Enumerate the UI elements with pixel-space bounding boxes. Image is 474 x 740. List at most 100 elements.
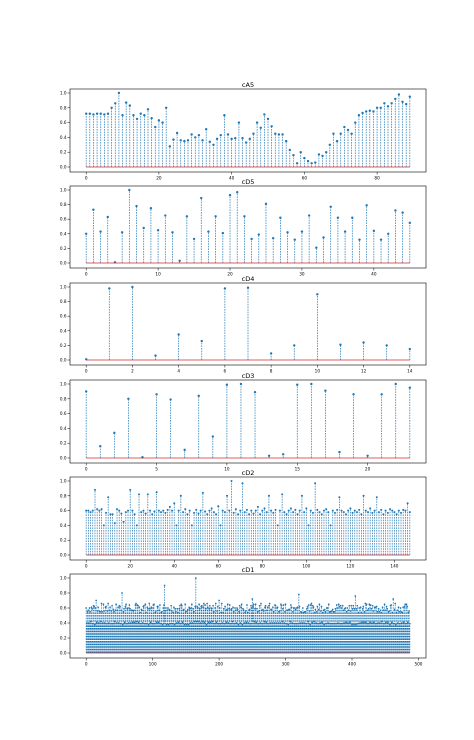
stem-marker xyxy=(128,604,131,606)
x-tick-label: 100 xyxy=(149,662,157,667)
stem-marker xyxy=(179,604,181,607)
stem-marker xyxy=(353,509,356,512)
stem-marker xyxy=(149,207,153,210)
stem-marker xyxy=(266,117,270,121)
stem-marker xyxy=(143,604,145,607)
stem-marker xyxy=(392,598,395,600)
subplot-cd5: cD5 0.0 0.2 0.4 0.6 0.8 1.0 0 10 20 30 40 xyxy=(60,178,427,277)
stem-marker xyxy=(192,610,195,613)
stem-marker xyxy=(127,397,130,400)
y-tick-label: 0.8 xyxy=(60,493,67,498)
stem-marker xyxy=(288,608,291,611)
stem-marker xyxy=(198,603,201,606)
stem-marker xyxy=(302,611,305,614)
stem-marker xyxy=(111,513,114,516)
stem-marker xyxy=(408,610,411,612)
stem-marker xyxy=(257,233,260,236)
stem-marker xyxy=(357,114,361,117)
stem-marker xyxy=(137,604,139,607)
stem-marker xyxy=(331,509,334,512)
stem-marker xyxy=(105,605,107,608)
stem-marker xyxy=(88,607,91,609)
stem-marker xyxy=(208,509,211,512)
stem-marker xyxy=(390,102,393,105)
axes-frame xyxy=(69,185,427,269)
stem-marker xyxy=(252,603,255,606)
stem-marker xyxy=(214,215,217,218)
stem-marker xyxy=(107,602,109,605)
stem-marker xyxy=(208,140,212,144)
stem-marker xyxy=(375,605,378,608)
stem-marker xyxy=(142,226,145,230)
x-tick-label: 10 xyxy=(315,369,321,374)
stem-marker xyxy=(228,509,231,512)
stem-marker xyxy=(342,609,345,612)
stem-marker xyxy=(336,607,339,609)
stem-marker xyxy=(120,512,123,515)
stem-marker xyxy=(299,151,302,154)
stem-marker xyxy=(128,188,131,192)
stem-marker xyxy=(84,232,88,235)
stem-marker xyxy=(188,509,191,512)
stem-marker xyxy=(113,522,116,525)
stem-marker xyxy=(336,508,339,511)
y-tick-label: 0.6 xyxy=(60,508,67,513)
stem-marker xyxy=(115,603,117,606)
y-tick-label: 0.6 xyxy=(60,606,67,611)
x-tick-label: 40 xyxy=(371,272,377,277)
stem-marker xyxy=(166,508,169,511)
stem-marker xyxy=(373,509,376,512)
stem-marker xyxy=(239,509,242,512)
stem-marker xyxy=(327,603,330,606)
stem-marker xyxy=(241,482,244,485)
stem-marker xyxy=(242,607,244,610)
stem-marker xyxy=(376,610,379,613)
stem-marker xyxy=(316,293,319,296)
stem-marker xyxy=(259,513,262,516)
stem-marker xyxy=(281,133,284,136)
stem-marker xyxy=(186,513,189,516)
stem-marker xyxy=(354,121,357,124)
stem-marker xyxy=(250,604,252,607)
subplot-cd2: cD2 0.00.20.40.60.81.00 20 40 60 80 100 120 140 xyxy=(60,469,427,569)
stem-marker xyxy=(187,608,189,611)
stem-marker xyxy=(145,611,147,614)
stem-marker xyxy=(212,610,215,613)
stem-marker xyxy=(380,508,383,511)
stem-marker xyxy=(184,603,187,606)
stem-marker xyxy=(168,145,172,148)
stem-marker xyxy=(406,605,409,608)
stem-marker xyxy=(220,602,223,605)
stem-marker xyxy=(375,106,379,110)
stem-marker xyxy=(147,607,149,610)
stem-marker xyxy=(281,453,285,456)
stem-marker xyxy=(253,390,257,394)
stem-marker xyxy=(262,608,264,611)
stem-marker xyxy=(114,102,117,105)
stem-marker xyxy=(245,508,248,511)
stem-marker xyxy=(341,604,344,607)
stem-marker xyxy=(370,607,373,610)
stem-marker xyxy=(204,607,207,610)
x-tick-label: 80 xyxy=(260,564,266,569)
stem-marker xyxy=(318,603,321,606)
stem-marker xyxy=(234,136,237,140)
stem-marker xyxy=(162,509,165,512)
stem-marker xyxy=(232,606,234,609)
stem-marker xyxy=(171,610,173,612)
stem-marker xyxy=(406,621,409,624)
stem-marker xyxy=(293,344,296,347)
stem-marker xyxy=(221,231,225,235)
stem-marker xyxy=(355,511,358,514)
stem-marker xyxy=(198,607,201,610)
axes-frame xyxy=(69,379,427,464)
stem-marker xyxy=(246,611,249,614)
stem-marker xyxy=(211,435,215,438)
stem-marker xyxy=(210,607,213,610)
stem-marker xyxy=(123,607,125,610)
stem-marker xyxy=(95,112,99,115)
y-tick-label: 1.0 xyxy=(60,576,67,581)
stem-marker xyxy=(298,509,301,512)
stem-marker xyxy=(234,508,237,511)
